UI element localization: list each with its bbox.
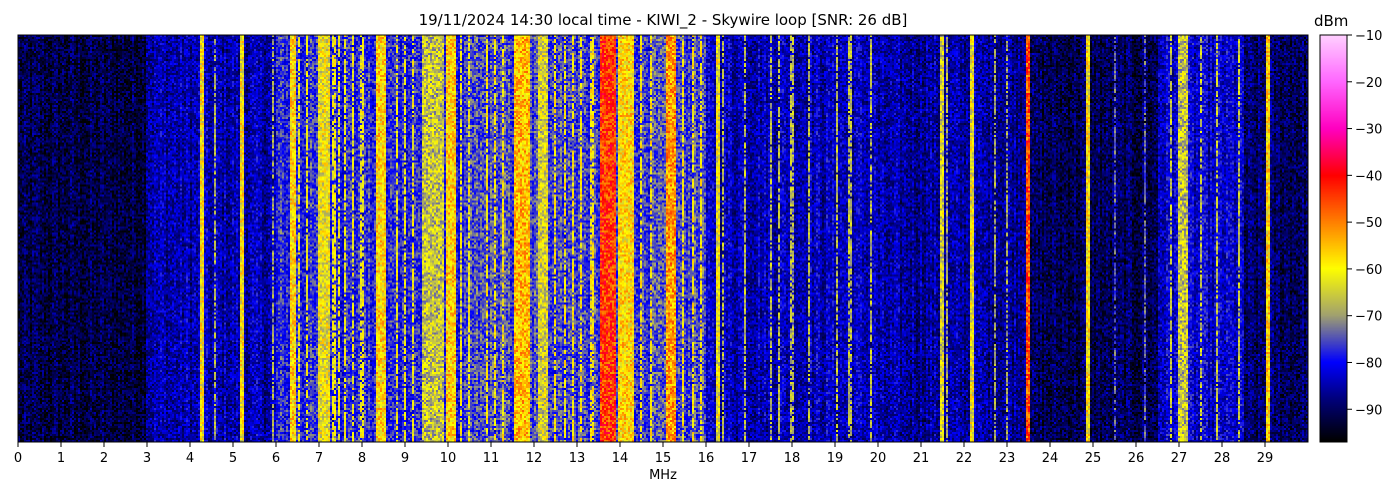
x-tick-label: 16 [698, 451, 715, 466]
colorbar-frame [1319, 34, 1348, 443]
x-tick-label: 29 [1257, 451, 1274, 466]
colorbar-tick-label: −30 [1355, 123, 1382, 138]
x-tick-label: 9 [401, 451, 409, 466]
colorbar-tick-label: −60 [1355, 263, 1382, 278]
x-tick-label: 8 [358, 451, 366, 466]
x-tick-label: 12 [526, 451, 543, 466]
waterfall-heatmap [18, 35, 1308, 442]
x-tick-label: 22 [956, 451, 973, 466]
x-tick-label: 2 [100, 451, 108, 466]
x-tick-label: 24 [1042, 451, 1059, 466]
x-tick-label: 0 [14, 451, 22, 466]
x-tick-label: 28 [1214, 451, 1231, 466]
x-tick-label: 13 [569, 451, 586, 466]
x-axis-ticks: 0 1 2 3 4 5 6 7 8 9 10 11 12 13 14 15 16 17 18 19 20 21 22 23 24… [14, 442, 1273, 466]
x-tick-label: 26 [1128, 451, 1145, 466]
x-tick-label: 7 [315, 451, 323, 466]
x-tick-label: 5 [229, 451, 237, 466]
plot-frame [17, 34, 1309, 443]
colorbar-tick-label: −80 [1355, 356, 1382, 371]
x-tick-label: 23 [999, 451, 1016, 466]
colorbar-tick-label: −20 [1355, 76, 1382, 91]
x-tick-label: 3 [143, 451, 151, 466]
colorbar-ticks: −10 −20 −30 −40 −50 −60 −70 −80 −90 [1347, 29, 1382, 418]
colorbar-tick-label: −70 [1355, 310, 1382, 325]
x-tick-label: 4 [186, 451, 194, 466]
chart-title: 19/11/2024 14:30 local time - KIWI_2 - S… [418, 11, 908, 29]
x-tick-label: 20 [870, 451, 887, 466]
colorbar-gradient [1320, 35, 1347, 442]
x-tick-label: 11 [483, 451, 500, 466]
colorbar-unit-label: dBm [1314, 12, 1349, 30]
x-tick-label: 21 [913, 451, 930, 466]
colorbar-tick-label: −50 [1355, 216, 1382, 231]
colorbar-tick-label: −40 [1355, 169, 1382, 184]
colorbar-tick-label: −10 [1355, 29, 1382, 44]
x-tick-label: 27 [1171, 451, 1188, 466]
x-tick-label: 15 [655, 451, 672, 466]
x-tick-label: 14 [612, 451, 629, 466]
x-tick-label: 6 [272, 451, 280, 466]
colorbar-tick-label: −90 [1355, 403, 1382, 418]
x-axis-label: MHz [649, 468, 677, 483]
x-tick-label: 17 [741, 451, 758, 466]
x-tick-label: 19 [827, 451, 844, 466]
x-tick-label: 25 [1085, 451, 1102, 466]
x-tick-label: 1 [57, 451, 65, 466]
x-tick-label: 18 [784, 451, 801, 466]
x-tick-label: 10 [440, 451, 457, 466]
